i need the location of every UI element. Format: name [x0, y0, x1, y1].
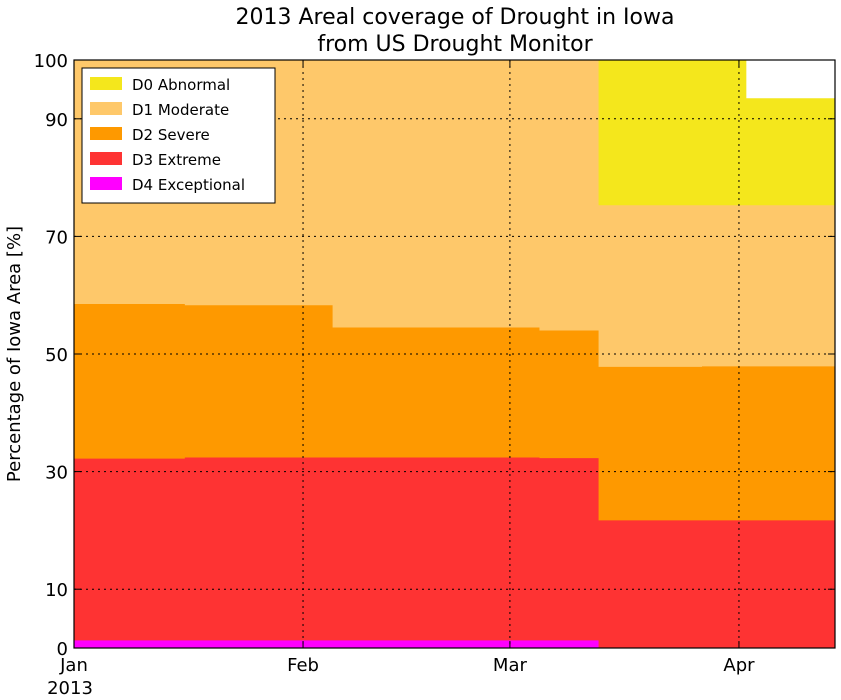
- y-tick-label: 50: [45, 345, 68, 366]
- legend-label-d1-moderate: D1 Moderate: [132, 101, 229, 119]
- area-layers: [74, 60, 835, 648]
- chart-title-line-2: from US Drought Monitor: [317, 32, 593, 57]
- chart-title-line-1: 2013 Areal coverage of Drought in Iowa: [236, 5, 675, 30]
- x-tick-label: Feb: [287, 655, 319, 676]
- y-axis-label: Percentage of Iowa Area [%]: [4, 226, 25, 482]
- legend-label-d0-abnormal: D0 Abnormal: [132, 76, 230, 94]
- legend: D0 Abnormal D1 Moderate D2 Severe D3 Extrem…: [81, 67, 276, 204]
- legend-swatch-d3-extreme: [90, 152, 122, 165]
- legend-label-d4-exceptional: D4 Exceptional: [132, 176, 245, 194]
- legend-swatch-d0-abnormal: [90, 77, 122, 90]
- area-d3-extreme: [74, 457, 835, 648]
- x-tick-label: Jan: [59, 655, 88, 676]
- legend-label-d3-extreme: D3 Extreme: [132, 151, 221, 169]
- x-tick-label: Mar: [493, 655, 528, 676]
- legend-swatch-d4-exceptional: [90, 177, 122, 190]
- x-tick-label: Apr: [723, 655, 755, 676]
- y-tick-label: 0: [57, 639, 68, 660]
- area-d4-exceptional: [74, 640, 835, 648]
- x-tick-sublabel: 2013: [47, 678, 93, 699]
- y-tick-label: 90: [45, 110, 68, 131]
- legend-swatch-d1-moderate: [90, 102, 122, 115]
- y-tick-label: 70: [45, 227, 68, 248]
- legend-label-d2-severe: D2 Severe: [132, 126, 210, 144]
- y-tick-label: 100: [34, 51, 68, 72]
- legend-swatch-d2-severe: [90, 127, 122, 140]
- y-tick-label: 30: [45, 463, 68, 484]
- y-tick-label: 10: [45, 580, 68, 601]
